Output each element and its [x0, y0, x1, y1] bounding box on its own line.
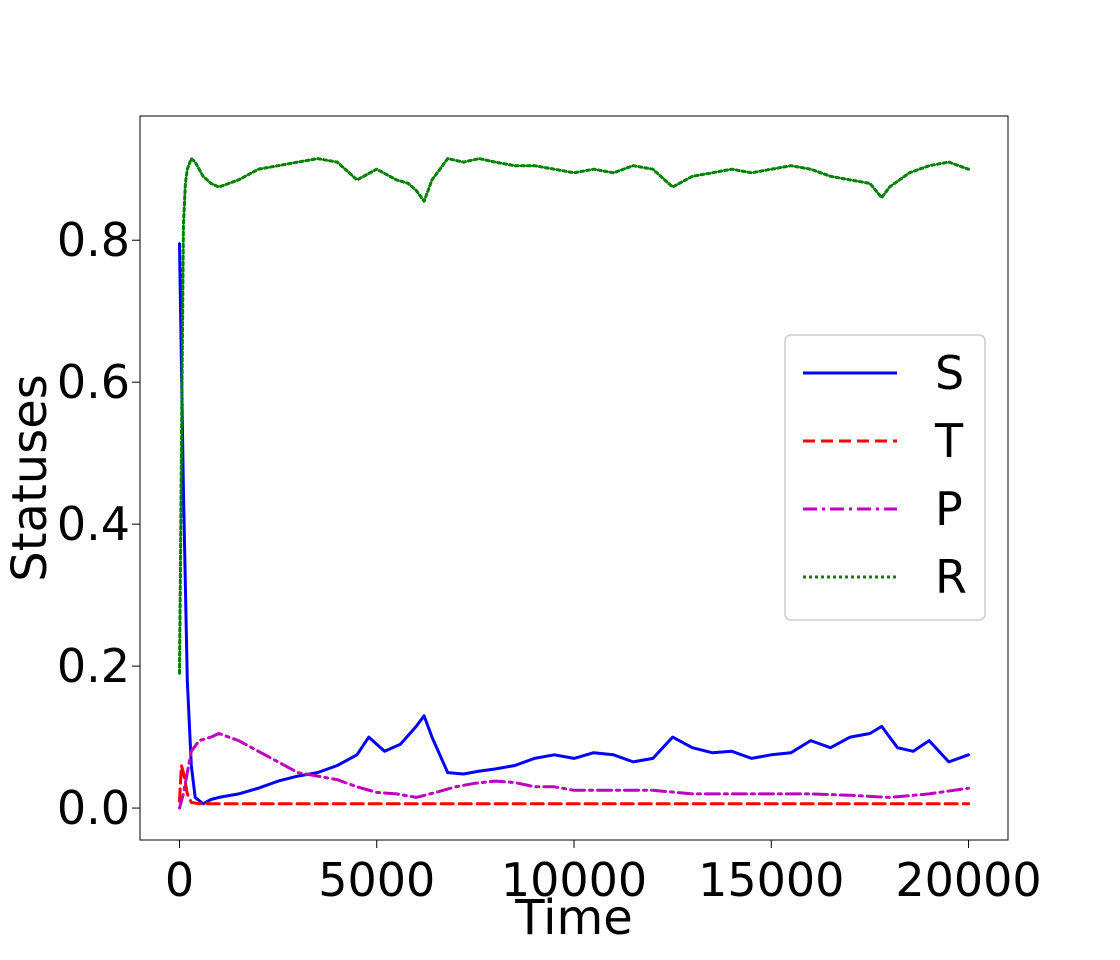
series-line-P [178, 732, 970, 810]
series-line-R [178, 157, 970, 675]
y-axis-label: Statuses [2, 374, 58, 582]
x-axis: 0 5000 10000 15000 20000 [165, 840, 1042, 907]
y-tick-label: 0.6 [57, 355, 130, 409]
y-tick-label: 0.8 [57, 213, 130, 267]
y-axis: 0.0 0.2 0.4 0.6 0.8 [57, 213, 140, 835]
legend-label-S: S [935, 346, 964, 400]
plot-area: 0 5000 10000 15000 20000 0.0 0.2 0.4 0.6 0.8 [57, 115, 1042, 907]
x-tick-label: 15000 [698, 853, 844, 907]
x-tick-label: 20000 [895, 853, 1041, 907]
legend-box [784, 334, 986, 621]
x-tick-label: 10000 [501, 853, 647, 907]
series-line-T [178, 764, 970, 806]
x-tick-label: 0 [165, 853, 194, 907]
legend-label-R: R [935, 550, 967, 604]
x-axis-label: Time [514, 890, 632, 946]
series-group [178, 157, 970, 810]
series-line-S [178, 242, 970, 806]
y-tick-label: 0.2 [57, 639, 130, 693]
y-tick-label: 0.4 [57, 497, 130, 551]
legend-label-T: T [934, 414, 964, 468]
y-tick-label: 0.0 [57, 781, 130, 835]
legend-label-P: P [935, 482, 963, 536]
x-tick-label: 5000 [318, 853, 435, 907]
